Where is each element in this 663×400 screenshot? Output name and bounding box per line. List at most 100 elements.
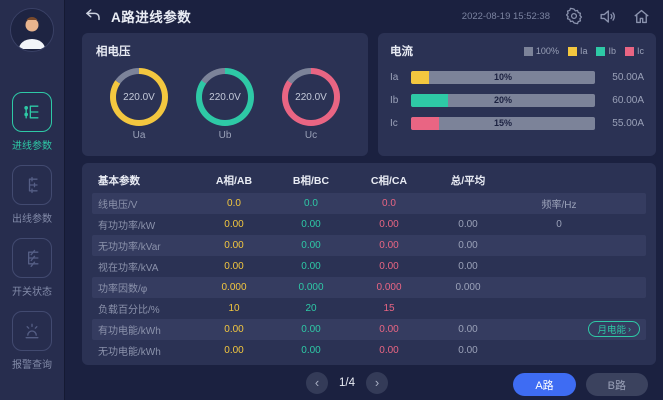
sidebar-item-inline-params[interactable]: 进线参数: [12, 92, 52, 152]
legend-label: 100%: [535, 46, 559, 56]
bar-amps: 60.00A: [612, 95, 644, 106]
page-title: A路进线参数: [111, 10, 192, 25]
route-a-button[interactable]: A路: [513, 373, 576, 396]
current-bar-row: Ic 15% 55.00A: [390, 117, 644, 130]
gauge-label: Ua: [132, 130, 146, 141]
month-energy-label: 月电能: [597, 325, 626, 336]
cell-a: 0.00: [224, 345, 244, 356]
alarm-query-icon: [12, 311, 52, 351]
cell-b: 0.00: [301, 219, 321, 230]
sidebar: 进线参数 出线参数 开关状态: [0, 0, 65, 400]
inline-params-icon: [12, 92, 52, 132]
table-header-row: 基本参数 A相/AB B相/BC C相/CA 总/平均: [92, 168, 646, 193]
gauge-value: 220.0V: [202, 74, 248, 120]
gauge-label: Ub: [218, 130, 232, 141]
cell-a: 0.00: [224, 324, 244, 335]
next-page-button[interactable]: ›: [366, 372, 388, 394]
gauge-label: Uc: [304, 130, 318, 141]
table-row: 有功电能/kWh 0.00 0.00 0.00 0.00 月电能 ›: [92, 319, 646, 340]
back-button[interactable]: [84, 7, 102, 25]
current-panel-header: 电流 100% Ia Ib Ic: [390, 43, 644, 59]
bar-percent: 20%: [493, 95, 512, 105]
current-panel-title: 电流: [390, 46, 413, 58]
sidebar-item-label: 报警查询: [12, 360, 52, 371]
cell-b: 0.00: [301, 240, 321, 251]
cell-total: 0.00: [458, 324, 478, 335]
cell-c: 0.00: [379, 219, 399, 230]
back-arrow-icon: [85, 9, 100, 21]
sidebar-item-label: 出线参数: [12, 214, 52, 225]
table-row: 视在功率/kVA 0.00 0.00 0.00 0.00: [92, 256, 646, 277]
cell-total: 0.00: [458, 261, 478, 272]
cell-extra: 频率/Hz: [541, 200, 577, 211]
voltage-gauge: 220.0V Ub: [196, 68, 254, 141]
cell-c: 0.00: [379, 261, 399, 272]
legend-label: Ib: [608, 46, 616, 56]
route-buttons: A路 B路: [513, 373, 648, 396]
sidebar-item-switch-status[interactable]: 开关状态: [12, 238, 52, 298]
cell-c: 0.000: [376, 282, 402, 293]
cell-b: 0.00: [301, 261, 321, 272]
legend-item: Ia: [567, 46, 587, 56]
voltage-gauge: 220.0V Uc: [282, 68, 340, 141]
gauge-ring: 220.0V: [110, 68, 168, 126]
cell-c: 0.0: [382, 198, 396, 209]
legend-item: Ib: [596, 46, 616, 56]
row-label: 负载百分比/%: [98, 305, 160, 316]
user-avatar-icon: [11, 9, 53, 51]
bar-track: 15%: [411, 117, 595, 130]
cell-b: 20: [305, 303, 317, 314]
cell-a: 0.00: [224, 261, 244, 272]
table-row: 无功功率/kVar 0.00 0.00 0.00 0.00: [92, 235, 646, 256]
cell-total: 0.00: [458, 219, 478, 230]
row-label: 无功电能/kWh: [98, 347, 161, 358]
gauge-value: 220.0V: [116, 74, 162, 120]
cell-a: 0.000: [221, 282, 247, 293]
topbar: A路进线参数 2022-08-19 15:52:38: [64, 0, 663, 32]
bar-fill: [411, 94, 448, 107]
cell-a: 0.00: [224, 219, 244, 230]
bar-amps: 55.00A: [612, 118, 644, 129]
speaker-icon[interactable]: [598, 7, 617, 26]
sidebar-item-label: 进线参数: [12, 141, 52, 152]
sidebar-item-outline-params[interactable]: 出线参数: [12, 165, 52, 225]
topbar-right: 2022-08-19 15:52:38: [462, 7, 651, 26]
cell-b: 0.00: [301, 345, 321, 356]
table-row: 线电压/V 0.0 0.0 0.0 频率/Hz: [92, 193, 646, 214]
cell-a: 10: [228, 303, 240, 314]
home-icon[interactable]: [632, 7, 651, 26]
prev-page-button[interactable]: ‹: [306, 372, 328, 394]
bar-fill: [411, 117, 439, 130]
gear-icon[interactable]: [565, 7, 583, 25]
table-row: 负载百分比/% 10 20 15: [92, 298, 646, 319]
bar-fill: [411, 71, 430, 84]
row-label: 有功功率/kW: [98, 221, 156, 232]
row-label: 视在功率/kVA: [98, 263, 159, 274]
cell-total: 0.00: [458, 240, 478, 251]
col-header-b: B相/BC: [292, 175, 330, 187]
legend-swatch: [624, 46, 634, 56]
cell-c: 0.00: [379, 324, 399, 335]
row-label: 无功功率/kVar: [98, 242, 161, 253]
bar-label: Ic: [390, 118, 398, 129]
bar-track: 10%: [411, 71, 595, 84]
sidebar-item-label: 开关状态: [12, 287, 52, 298]
cell-c: 0.00: [379, 345, 399, 356]
chevron-right-icon: ›: [628, 324, 631, 334]
sidebar-item-alarm-query[interactable]: 报警查询: [12, 311, 52, 371]
current-legend: 100% Ia Ib Ic: [523, 46, 644, 56]
bar-percent: 10%: [493, 72, 512, 82]
current-panel: 电流 100% Ia Ib Ic: [378, 33, 656, 156]
phase-voltage-panel: 相电压 220.0V Ua 220.0V Ub 220.0V Uc: [82, 33, 368, 156]
legend-item: 100%: [523, 46, 559, 56]
avatar[interactable]: [10, 8, 54, 52]
row-label: 有功电能/kWh: [98, 326, 161, 337]
route-b-button[interactable]: B路: [585, 373, 648, 396]
gauge-ring: 220.0V: [282, 68, 340, 126]
cell-total: 0.00: [458, 345, 478, 356]
cell-b: 0.000: [298, 282, 324, 293]
cell-b: 0.00: [301, 324, 321, 335]
outline-params-icon: [12, 165, 52, 205]
month-energy-button[interactable]: 月电能 ›: [588, 321, 640, 337]
table-row: 无功电能/kWh 0.00 0.00 0.00 0.00: [92, 340, 646, 361]
